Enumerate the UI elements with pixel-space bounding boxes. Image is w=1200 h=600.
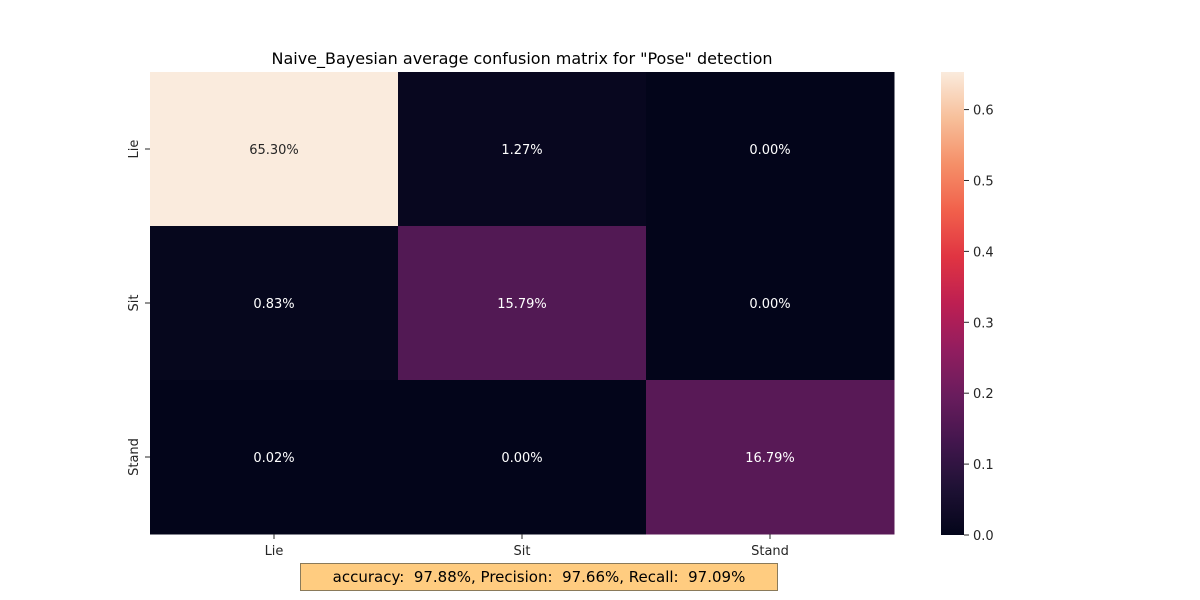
cell-label-2-0: 0.02%: [253, 451, 294, 466]
heatmap-cell-1-0: [150, 226, 399, 381]
y-tick-label: Sit: [127, 295, 142, 312]
colorbar-tick-label: 0.5: [973, 174, 994, 189]
heatmap-cell-2-2: [646, 380, 895, 535]
heatmap-cells: 65.30% 1.27% 0.00% 0.83% 15.79% 0.00% 0.02% 0.0…: [150, 72, 895, 535]
cell-label-1-0: 0.83%: [253, 297, 294, 312]
cell-label-0-1: 1.27%: [501, 143, 542, 158]
y-axis: Lie Sit Stand: [127, 140, 150, 476]
colorbar-tick-label: 0.3: [973, 316, 994, 331]
colorbar: [941, 72, 964, 535]
heatmap-cell-2-0: [150, 380, 399, 535]
heatmap-cell-1-2: [646, 226, 895, 381]
heatmap-cell-0-0: [150, 72, 399, 227]
x-tick-label: Lie: [265, 544, 284, 559]
x-tick-label: Stand: [751, 544, 789, 559]
colorbar-tick-label: 0.4: [973, 245, 994, 260]
colorbar-tick-label: 0.2: [973, 387, 994, 402]
y-tick-label: Lie: [127, 140, 142, 159]
heatmap-cell-0-2: [646, 72, 895, 227]
heatmap-cell-1-1: [398, 226, 647, 381]
cell-label-2-2: 16.79%: [745, 451, 795, 466]
colorbar-tick-label: 0.1: [973, 458, 994, 473]
colorbar-tick-label: 0.0: [973, 529, 994, 544]
cell-label-0-0: 65.30%: [249, 143, 299, 158]
cell-label-2-1: 0.00%: [501, 451, 542, 466]
colorbar-tick-label: 0.6: [973, 104, 994, 119]
cell-label-0-2: 0.00%: [749, 143, 790, 158]
cell-label-1-1: 15.79%: [497, 297, 547, 312]
cell-label-1-2: 0.00%: [749, 297, 790, 312]
chart-title: Naive_Bayesian average confusion matrix …: [271, 49, 772, 69]
y-tick-label: Stand: [127, 438, 142, 476]
heatmap-cell-0-1: [398, 72, 647, 227]
colorbar-axis: 0.0 0.1 0.2 0.3 0.4 0.5 0.6: [964, 104, 994, 544]
x-axis: Lie Sit Stand: [265, 534, 789, 559]
metrics-annotation: accuracy: 97.88%, Precision: 97.66%, Rec…: [300, 563, 778, 591]
heatmap-cell-2-1: [398, 380, 647, 535]
x-tick-label: Sit: [514, 544, 531, 559]
